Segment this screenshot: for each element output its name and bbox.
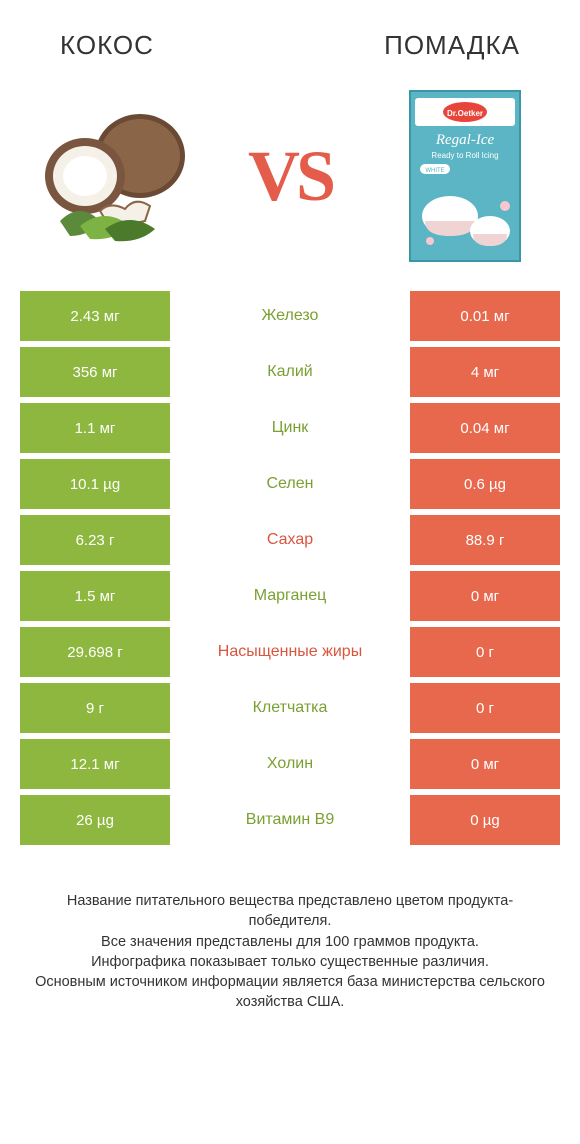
right-value-cell: 88.9 г	[410, 515, 560, 565]
left-value-cell: 12.1 мг	[20, 739, 170, 789]
table-row: 356 мгКалий4 мг	[20, 347, 560, 397]
right-value-cell: 0 г	[410, 627, 560, 677]
vs-label: VS	[248, 135, 332, 218]
right-value-cell: 4 мг	[410, 347, 560, 397]
nutrient-label: Калий	[170, 347, 410, 397]
vs-s: S	[296, 136, 332, 216]
svg-text:Regal-Ice: Regal-Ice	[435, 132, 495, 148]
right-value-cell: 0 г	[410, 683, 560, 733]
table-row: 1.5 мгМарганец0 мг	[20, 571, 560, 621]
table-row: 10.1 µgСелен0.6 µg	[20, 459, 560, 509]
fondant-image: Dr.Oetker Regal-Ice Ready to Roll Icing …	[380, 91, 550, 261]
footer-line: Все значения представлены для 100 граммо…	[30, 932, 550, 952]
left-value-cell: 356 мг	[20, 347, 170, 397]
right-value-cell: 0 мг	[410, 571, 560, 621]
nutrient-label: Насыщенные жиры	[170, 627, 410, 677]
fondant-box-icon: Dr.Oetker Regal-Ice Ready to Roll Icing …	[395, 86, 535, 266]
table-row: 12.1 мгХолин0 мг	[20, 739, 560, 789]
comparison-table: 2.43 мгЖелезо0.01 мг 356 мгКалий4 мг 1.1 м…	[0, 291, 580, 845]
footer-line: Название питательного вещества представл…	[30, 891, 550, 932]
nutrient-label: Клетчатка	[170, 683, 410, 733]
footer-line: Инфографика показывает только существенн…	[30, 952, 550, 972]
footer-notes: Название питательного вещества представл…	[0, 851, 580, 1013]
table-row: 1.1 мгЦинк0.04 мг	[20, 403, 560, 453]
right-value-cell: 0.01 мг	[410, 291, 560, 341]
table-row: 9 гКлетчатка0 г	[20, 683, 560, 733]
nutrient-label: Витамин B9	[170, 795, 410, 845]
right-value-cell: 0.04 мг	[410, 403, 560, 453]
footer-line: Основным источником информации является …	[30, 972, 550, 1013]
left-product-title: КОКОС	[60, 30, 154, 61]
left-value-cell: 26 µg	[20, 795, 170, 845]
left-value-cell: 29.698 г	[20, 627, 170, 677]
nutrient-label: Селен	[170, 459, 410, 509]
table-row: 26 µgВитамин B90 µg	[20, 795, 560, 845]
svg-text:Dr.Oetker: Dr.Oetker	[447, 109, 483, 118]
svg-text:Ready to Roll Icing: Ready to Roll Icing	[431, 151, 498, 160]
left-value-cell: 1.1 мг	[20, 403, 170, 453]
left-value-cell: 1.5 мг	[20, 571, 170, 621]
nutrient-label: Железо	[170, 291, 410, 341]
table-row: 6.23 гСахар88.9 г	[20, 515, 560, 565]
right-value-cell: 0.6 µg	[410, 459, 560, 509]
left-value-cell: 10.1 µg	[20, 459, 170, 509]
right-value-cell: 0 µg	[410, 795, 560, 845]
images-row: VS Dr.Oetker Regal-Ice Ready to Roll Ici…	[0, 71, 580, 291]
vs-v: V	[248, 136, 296, 216]
nutrient-label: Холин	[170, 739, 410, 789]
table-row: 29.698 гНасыщенные жиры0 г	[20, 627, 560, 677]
table-row: 2.43 мгЖелезо0.01 мг	[20, 291, 560, 341]
left-value-cell: 2.43 мг	[20, 291, 170, 341]
left-value-cell: 6.23 г	[20, 515, 170, 565]
nutrient-label: Марганец	[170, 571, 410, 621]
right-product-title: ПОМАДКА	[384, 30, 520, 61]
nutrient-label: Цинк	[170, 403, 410, 453]
nutrient-label: Сахар	[170, 515, 410, 565]
coconut-image	[30, 91, 200, 261]
coconut-icon	[30, 101, 200, 251]
svg-text:WHITE: WHITE	[425, 168, 444, 174]
right-value-cell: 0 мг	[410, 739, 560, 789]
header-row: КОКОС ПОМАДКА	[0, 0, 580, 71]
left-value-cell: 9 г	[20, 683, 170, 733]
